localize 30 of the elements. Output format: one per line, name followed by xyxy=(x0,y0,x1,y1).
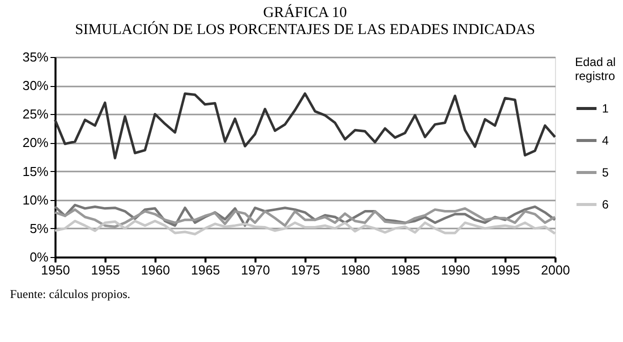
legend-label: 4 xyxy=(602,134,609,148)
source-note: Fuente: cálculos propios. xyxy=(10,287,130,301)
chart-subtitle: SIMULACIÓN DE LOS PORCENTAJES DE LAS EDADES INDICADAS xyxy=(74,21,536,38)
legend-label: 1 xyxy=(602,102,609,116)
y-tick-label: 0% xyxy=(30,250,49,264)
line-series xyxy=(54,92,556,160)
line-series xyxy=(54,220,556,236)
x-tick-label: 2000 xyxy=(541,262,570,278)
x-tick-label: 1980 xyxy=(341,262,370,278)
legend-label: 6 xyxy=(602,198,609,212)
x-tick-label: 1960 xyxy=(141,262,170,278)
y-tick-label: 10% xyxy=(22,192,49,208)
x-tick-label: 1950 xyxy=(41,262,70,278)
y-tick-label: 30% xyxy=(22,78,49,94)
legend-title: Edad al registro xyxy=(575,55,616,83)
y-tick-label: 35% xyxy=(22,50,49,64)
line-series xyxy=(54,207,556,228)
x-tick-label: 1990 xyxy=(441,262,470,278)
y-tick-label: 5% xyxy=(30,220,49,236)
y-tick-label: 20% xyxy=(22,135,49,150)
x-tick-label: 1995 xyxy=(491,262,520,278)
x-tick-label: 1970 xyxy=(241,262,270,278)
chart-title: GRÁFICA 10 xyxy=(263,4,347,21)
y-tick-label: 15% xyxy=(22,164,49,179)
x-tick-label: 1965 xyxy=(191,262,220,278)
x-tick-label: 1955 xyxy=(91,262,120,278)
y-tick-label: 25% xyxy=(22,106,49,122)
legend-label: 5 xyxy=(602,166,609,180)
x-tick-label: 1975 xyxy=(291,262,320,278)
x-tick-label: 1985 xyxy=(391,262,420,278)
